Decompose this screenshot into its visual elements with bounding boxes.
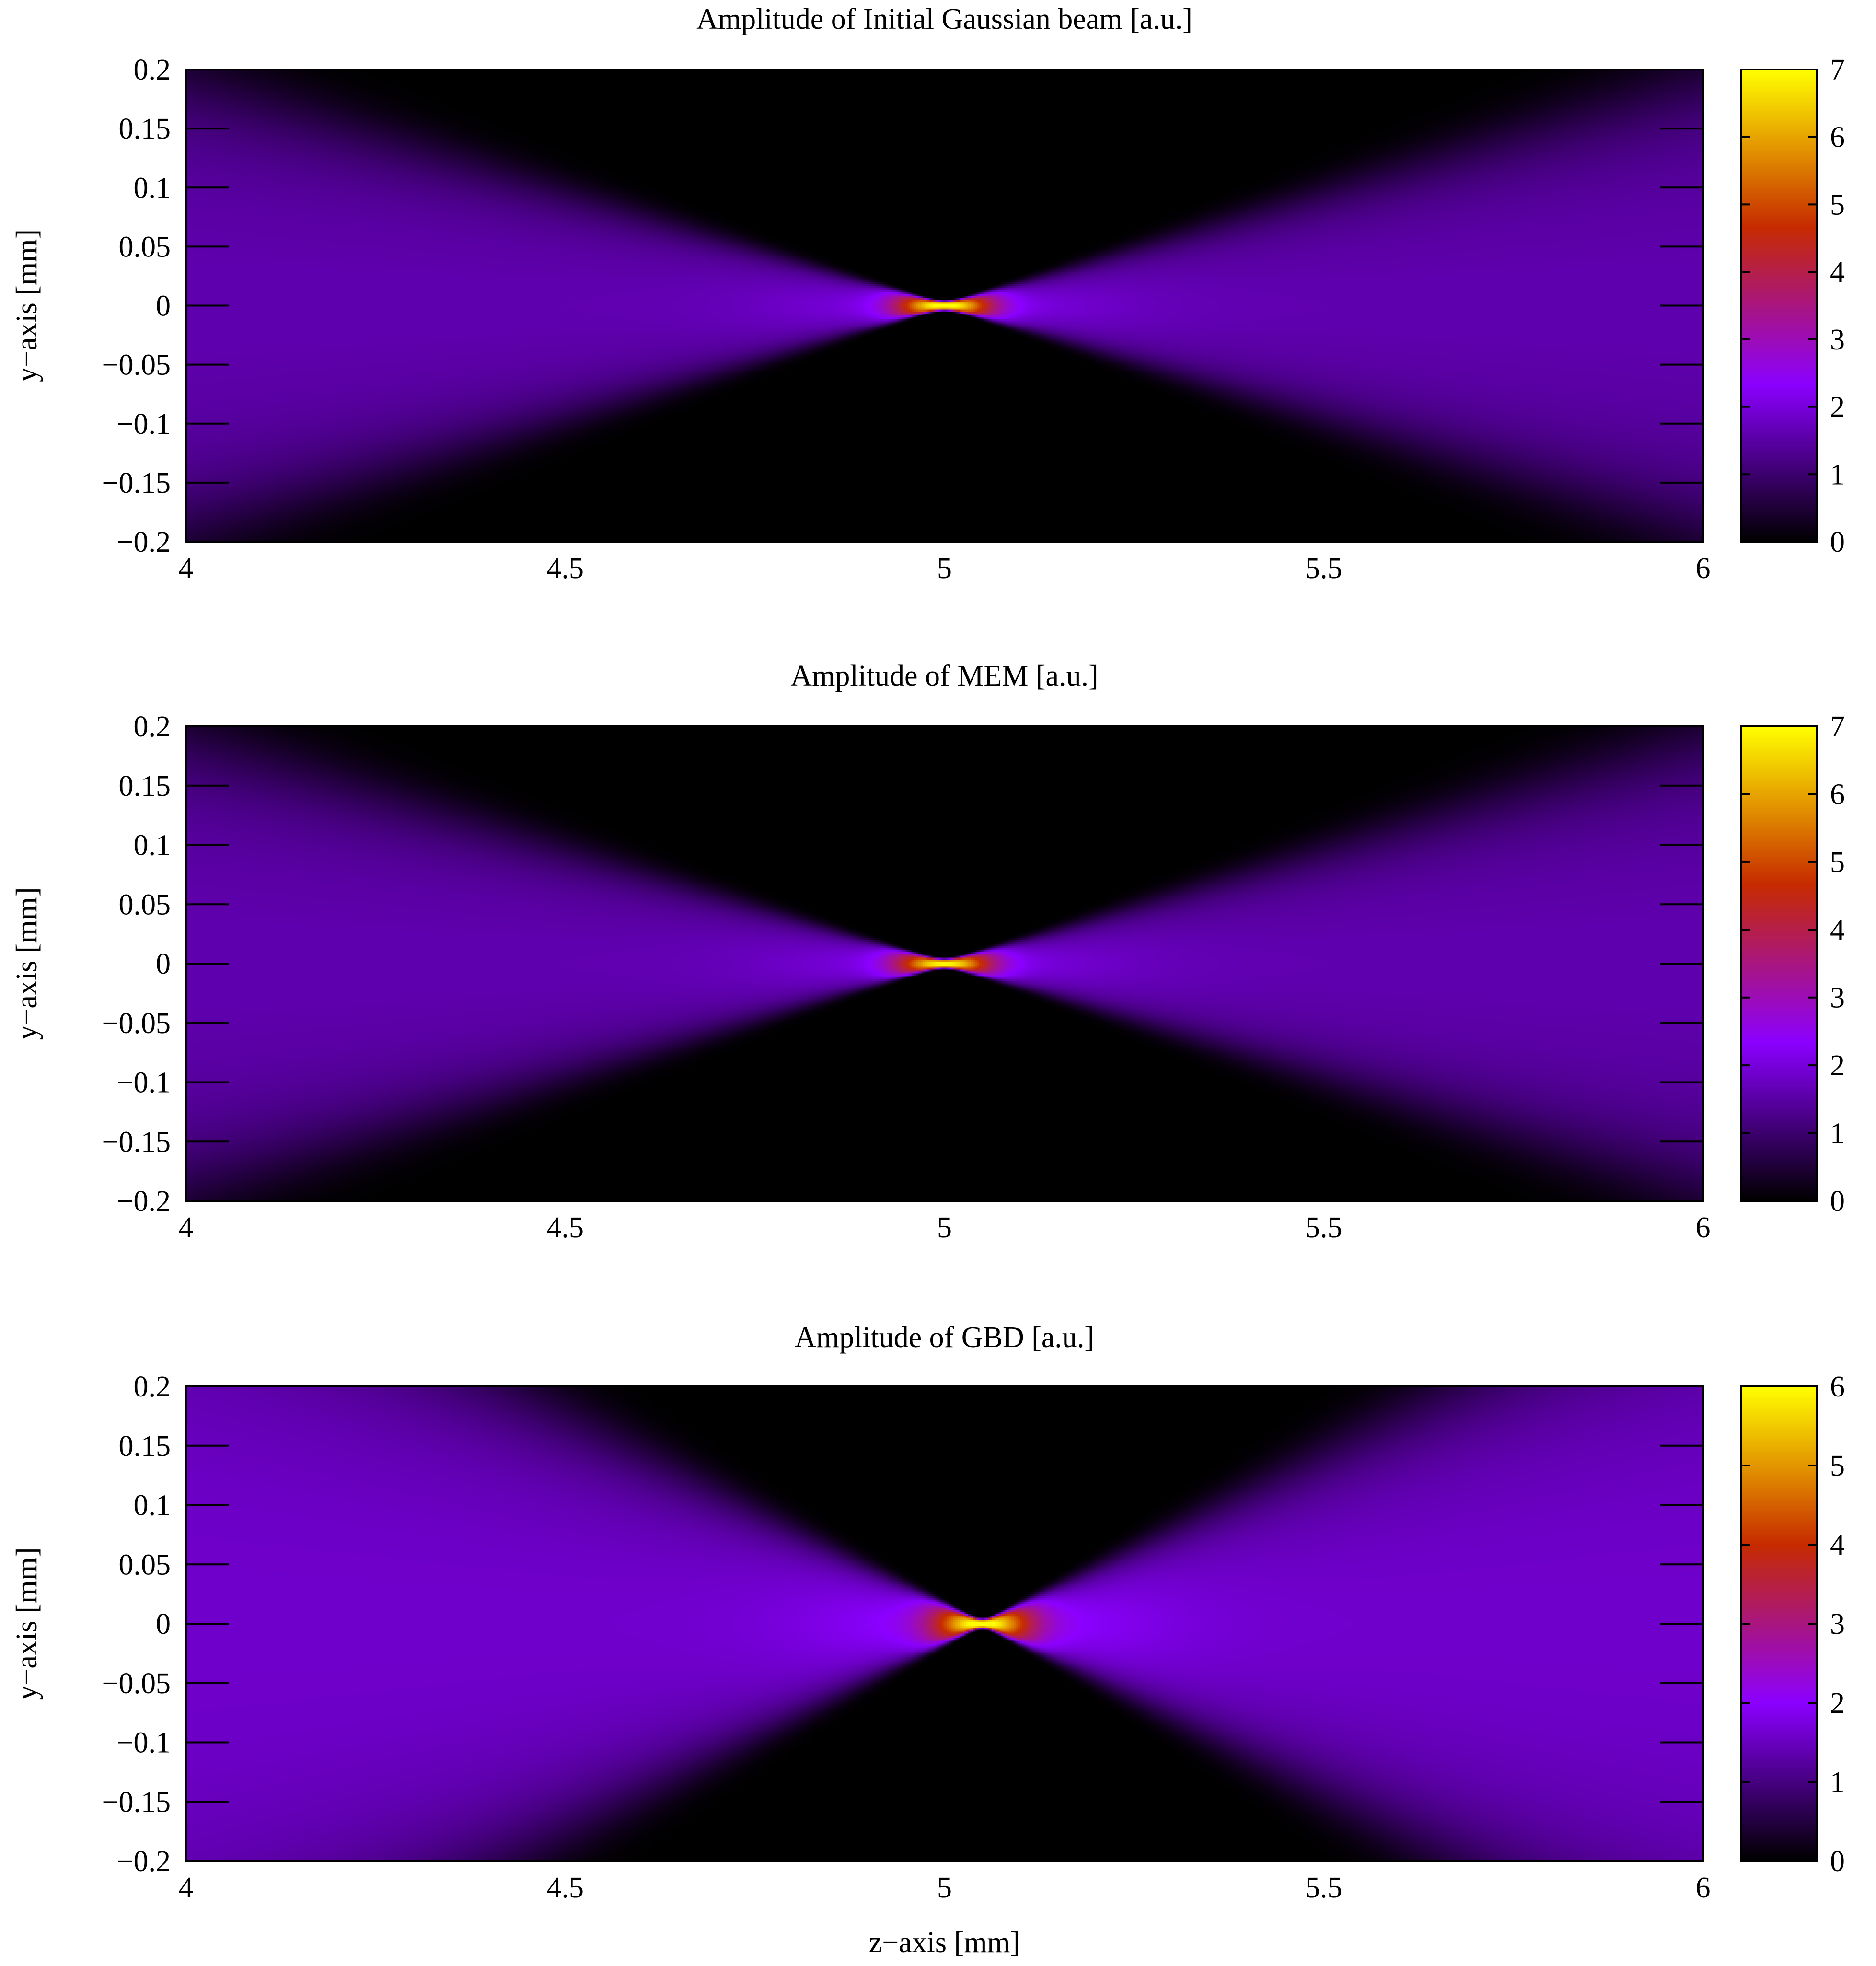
y-tick-label: 0.15 (119, 113, 171, 145)
y-tick-label: 0.05 (119, 888, 171, 921)
plot-frame (185, 725, 1704, 1202)
colorbar-tick-label: 6 (1830, 1371, 1845, 1403)
y-axis-label: y−axis [mm] (11, 887, 43, 1040)
colorbar-tick-label: 1 (1830, 1766, 1845, 1799)
y-tick-label: −0.1 (117, 1727, 171, 1759)
colorbar-frame (1740, 69, 1818, 543)
colorbar-tick-label: 3 (1830, 1608, 1845, 1640)
colorbar-gradient-1 (1741, 70, 1817, 542)
y-tick-label: −0.05 (102, 1667, 171, 1700)
colorbar-tick-label: 0 (1830, 1845, 1845, 1878)
x-tick-label: 5 (937, 552, 952, 585)
colorbar-gradient-2 (1741, 726, 1817, 1201)
colorbar-frame (1740, 725, 1818, 1202)
x-tick-label: 4.5 (547, 552, 584, 585)
colorbar-tick-label: 2 (1830, 1687, 1845, 1720)
x-tick-label: 4 (179, 1211, 194, 1244)
colorbar-tick-label: 1 (1830, 458, 1845, 491)
y-tick-label: −0.05 (102, 1007, 171, 1040)
colorbar-tick-label: 6 (1830, 121, 1845, 154)
x-tick-label: 5.5 (1305, 1211, 1343, 1244)
panel-title: Amplitude of MEM [a.u.] (790, 660, 1098, 692)
colorbar-tick-label: 2 (1830, 391, 1845, 424)
panel-title: Amplitude of GBD [a.u.] (795, 1321, 1094, 1354)
colorbar-tick-label: 1 (1830, 1117, 1845, 1150)
colorbar-tick-label: 4 (1830, 256, 1845, 289)
x-tick-label: 4 (179, 552, 194, 585)
colorbar-tick-label: 5 (1830, 846, 1845, 879)
panel-1: Amplitude of Initial Gaussian beam [a.u.… (11, 3, 1845, 585)
colorbar-tick-label: 2 (1830, 1049, 1845, 1082)
x-tick-label: 6 (1696, 552, 1711, 585)
y-tick-label: 0.2 (134, 710, 171, 743)
y-tick-label: −0.15 (102, 1786, 171, 1818)
x-tick-label: 4.5 (547, 1872, 584, 1904)
y-tick-label: −0.15 (102, 1126, 171, 1158)
y-tick-label: 0.2 (134, 54, 171, 86)
heatmap-image-1 (186, 70, 1703, 542)
plot-frame (185, 1385, 1704, 1862)
x-tick-label: 6 (1696, 1872, 1711, 1904)
colorbar-tick-label: 7 (1830, 54, 1845, 86)
colorbar-frame (1740, 1385, 1818, 1862)
x-tick-label: 5 (937, 1211, 952, 1244)
y-tick-label: 0.15 (119, 770, 171, 803)
colorbar-tick-label: 3 (1830, 982, 1845, 1014)
y-tick-label: 0.05 (119, 1548, 171, 1581)
y-tick-label: 0.1 (134, 829, 171, 862)
y-tick-label: −0.2 (117, 526, 171, 558)
plot-frame (185, 69, 1704, 543)
colorbar-tick-label: 0 (1830, 1185, 1845, 1218)
heatmap-image-2 (186, 726, 1703, 1201)
colorbar-gradient-3 (1741, 1386, 1817, 1861)
panel-title: Amplitude of Initial Gaussian beam [a.u.… (696, 3, 1193, 35)
y-tick-label: 0 (156, 1608, 171, 1640)
colorbar-tick-label: 4 (1830, 914, 1845, 946)
colorbar-tick-label: 6 (1830, 778, 1845, 811)
colorbar-tick-label: 3 (1830, 324, 1845, 356)
y-axis-label: y−axis [mm] (11, 1547, 43, 1700)
x-axis-label: z−axis [mm] (869, 1926, 1020, 1959)
y-tick-label: −0.1 (117, 1067, 171, 1099)
y-tick-label: 0 (156, 290, 171, 323)
y-tick-label: 0.1 (134, 172, 171, 204)
x-tick-label: 5 (937, 1872, 952, 1904)
y-tick-label: 0.2 (134, 1371, 171, 1403)
x-tick-label: 6 (1696, 1211, 1711, 1244)
x-tick-label: 5.5 (1305, 552, 1343, 585)
heatmap-image-3 (186, 1386, 1703, 1861)
colorbar-tick-label: 5 (1830, 1450, 1845, 1482)
y-tick-label: −0.2 (117, 1845, 171, 1878)
y-tick-label: −0.05 (102, 349, 171, 382)
panel-3: Amplitude of GBD [a.u.] 0.2 0.15 0.1 0.05 0 −0… (11, 1321, 1845, 1959)
y-tick-label: −0.2 (117, 1185, 171, 1218)
y-tick-label: 0.15 (119, 1430, 171, 1463)
x-tick-label: 4.5 (547, 1211, 584, 1244)
y-tick-label: 0.1 (134, 1489, 171, 1522)
colorbar-tick-label: 4 (1830, 1529, 1845, 1561)
panel-2: Amplitude of MEM [a.u.] 0.2 0.15 0.1 0.05 0 −0… (11, 660, 1845, 1244)
y-tick-label: −0.1 (117, 408, 171, 441)
colorbar-tick-label: 5 (1830, 188, 1845, 221)
y-tick-label: 0 (156, 948, 171, 980)
y-tick-label: 0.05 (119, 231, 171, 263)
y-tick-label: −0.15 (102, 467, 171, 500)
colorbar-tick-label: 0 (1830, 526, 1845, 558)
x-tick-label: 5.5 (1305, 1872, 1343, 1904)
x-tick-label: 4 (179, 1872, 194, 1904)
colorbar-tick-label: 7 (1830, 710, 1845, 743)
y-axis-label: y−axis [mm] (11, 229, 43, 382)
